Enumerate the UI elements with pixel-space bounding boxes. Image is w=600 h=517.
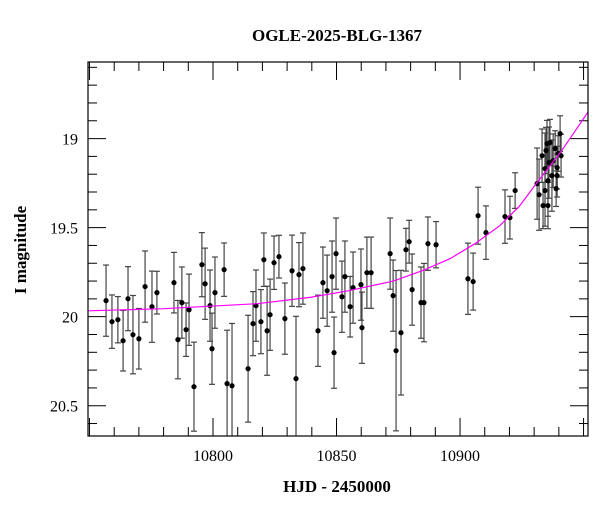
y-tick-label: 19 (62, 132, 78, 149)
x-tick-label: 10850 (317, 448, 357, 465)
data-point (547, 139, 553, 146)
data-points (103, 130, 564, 390)
data-point (483, 230, 489, 236)
data-point (171, 280, 177, 286)
data-point (115, 317, 121, 323)
data-point (315, 328, 321, 334)
data-point (470, 278, 476, 285)
data-point (465, 276, 471, 282)
data-point (542, 187, 548, 194)
model-curve (87, 111, 589, 312)
data-point (475, 213, 481, 219)
data-point (289, 268, 295, 274)
data-point (250, 321, 256, 327)
data-point (245, 366, 251, 372)
data-point (109, 319, 115, 325)
data-point (368, 270, 374, 276)
data-point (229, 383, 235, 389)
data-point (552, 145, 558, 152)
data-point (154, 290, 160, 296)
data-point (103, 298, 109, 304)
data-point (364, 270, 370, 276)
data-point (149, 304, 155, 310)
data-point (212, 290, 218, 296)
y-axis-label: I magnitude (11, 205, 30, 294)
data-point (333, 251, 339, 257)
data-point (183, 327, 189, 333)
data-point (261, 257, 267, 263)
chart-title: OGLE-2025-BLG-1367 (252, 26, 423, 45)
data-point (329, 274, 335, 280)
data-point (553, 186, 559, 192)
data-point (179, 300, 185, 306)
data-point (300, 265, 306, 272)
x-tick-label: 10800 (193, 448, 233, 465)
data-point (554, 173, 560, 179)
data-point (120, 338, 126, 344)
data-point (191, 384, 197, 390)
data-point (202, 281, 208, 287)
data-point (359, 325, 365, 331)
data-point (433, 242, 439, 248)
data-point (543, 147, 549, 154)
data-point (342, 274, 348, 280)
data-point (557, 130, 563, 137)
data-point (558, 153, 564, 159)
data-point (282, 316, 288, 322)
data-point (554, 165, 560, 171)
x-tick-label: 10900 (440, 448, 480, 465)
plot-frame (87, 61, 589, 437)
data-point (545, 178, 551, 184)
data-point (199, 262, 205, 268)
data-point (409, 287, 415, 293)
data-point (276, 254, 282, 260)
data-point (421, 300, 427, 306)
data-point (540, 202, 546, 209)
data-point (390, 293, 396, 299)
data-point (549, 173, 555, 179)
data-point (339, 294, 345, 300)
data-point (267, 312, 273, 318)
data-point (125, 296, 131, 302)
data-point (331, 350, 337, 356)
data-point (296, 272, 302, 278)
data-point (175, 337, 181, 343)
data-point (271, 260, 277, 266)
data-point (347, 304, 353, 310)
axis-ticks (88, 62, 588, 436)
x-axis-label: HJD - 2450000 (283, 477, 391, 496)
data-point (264, 328, 270, 334)
data-point (358, 282, 364, 288)
data-point (512, 187, 518, 194)
data-point (545, 202, 551, 209)
tick-labels: 10800 10850 10900 19 19.5 20 20.5 (50, 132, 480, 465)
data-point (387, 251, 393, 257)
data-point (142, 283, 148, 290)
data-point (502, 213, 508, 220)
data-point (406, 239, 412, 245)
data-point (209, 346, 215, 352)
data-point (393, 348, 399, 354)
data-point (186, 307, 192, 313)
data-point (224, 381, 230, 387)
y-tick-label: 19.5 (50, 221, 78, 238)
data-point (130, 332, 136, 338)
y-tick-label: 20.5 (50, 399, 78, 416)
data-point (221, 267, 227, 273)
data-point (546, 160, 552, 166)
data-point (425, 241, 431, 247)
data-point (258, 319, 264, 325)
data-point (324, 288, 330, 294)
data-point (403, 247, 409, 253)
data-point (536, 192, 542, 198)
y-tick-label: 20 (62, 310, 78, 327)
data-point (320, 280, 326, 286)
data-point (293, 376, 299, 382)
data-point (539, 153, 545, 159)
data-point (136, 336, 142, 342)
data-point (398, 330, 404, 336)
